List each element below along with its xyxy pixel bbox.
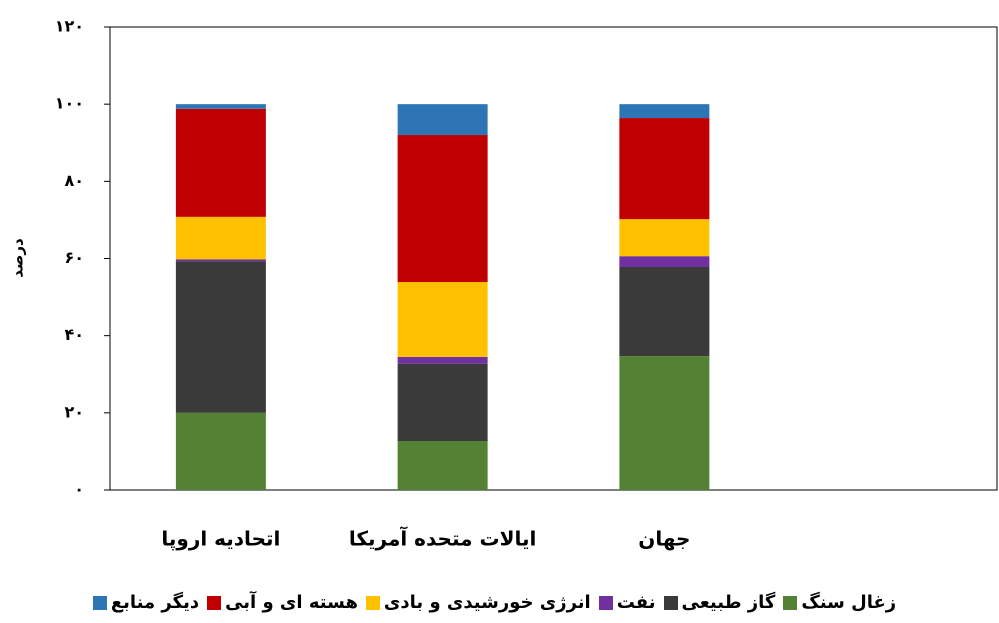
legend-label: گاز طبیعی (681, 592, 776, 613)
bar-segment (619, 219, 710, 257)
legend-swatch (598, 595, 613, 610)
bar-segment (619, 356, 710, 490)
legend-swatch (365, 595, 380, 610)
x-tick-label: ایالات متحده آمریکا (349, 526, 536, 551)
chart: درصد ۰ ۲۰ ۴۰ ۶۰ ۸۰ ۱۰۰ ۱۲۰ اتحادیه اروپا ایالات … (9, 17, 998, 552)
legend-item: هسته ای و آبی (207, 592, 358, 613)
legend-item: انرژی خورشیدی و بادی (365, 592, 591, 613)
x-tick-label: اتحادیه اروپا (161, 527, 280, 552)
bar-segment (175, 259, 266, 262)
legend-swatch (207, 595, 222, 610)
legend-item: نفت (598, 592, 656, 613)
legend-swatch (92, 595, 107, 610)
legend-label: زغال سنگ (801, 592, 897, 613)
y-tick-label: ۱۲۰ (55, 17, 84, 36)
legend-label: نفت (616, 592, 656, 613)
bar-segment (619, 104, 710, 119)
y-axis-label: درصد (9, 238, 27, 278)
bar-segment (619, 256, 710, 267)
legend-label: دیگر منابع (110, 592, 200, 613)
y-tick-label: ۶۰ (64, 248, 84, 267)
legend-item: دیگر منابع (92, 592, 200, 613)
bar-segment (397, 363, 488, 441)
bar-segment (397, 104, 488, 136)
legend-label: انرژی خورشیدی و بادی (383, 592, 591, 613)
legend-swatch (783, 595, 798, 610)
bar-segment (619, 118, 710, 220)
y-tick-label: ۰ (74, 480, 84, 499)
bar-segment (175, 412, 266, 490)
legend-label: هسته ای و آبی (225, 592, 358, 613)
y-tick-label: ۴۰ (64, 325, 84, 344)
legend-swatch (663, 595, 678, 610)
bar-segment (175, 261, 266, 413)
x-tick-label: جهان (638, 527, 690, 551)
bar-segment (175, 216, 266, 260)
bar-segment (397, 135, 488, 283)
legend: زغال سنگ گاز طبیعی نفت انرژی خورشیدی و بادی… (0, 592, 989, 613)
y-tick-label: ۸۰ (64, 171, 84, 190)
bar-segment (175, 108, 266, 217)
y-tick-label: ۱۰۰ (55, 94, 84, 113)
y-tick-label: ۲۰ (64, 402, 84, 421)
bar-segment (397, 440, 488, 490)
legend-item: زغال سنگ (783, 592, 896, 613)
bar-segment (397, 282, 488, 357)
bar-segment (397, 356, 488, 364)
bar-segment (619, 266, 710, 357)
bar-segment (175, 104, 266, 109)
legend-item: گاز طبیعی (663, 592, 776, 613)
